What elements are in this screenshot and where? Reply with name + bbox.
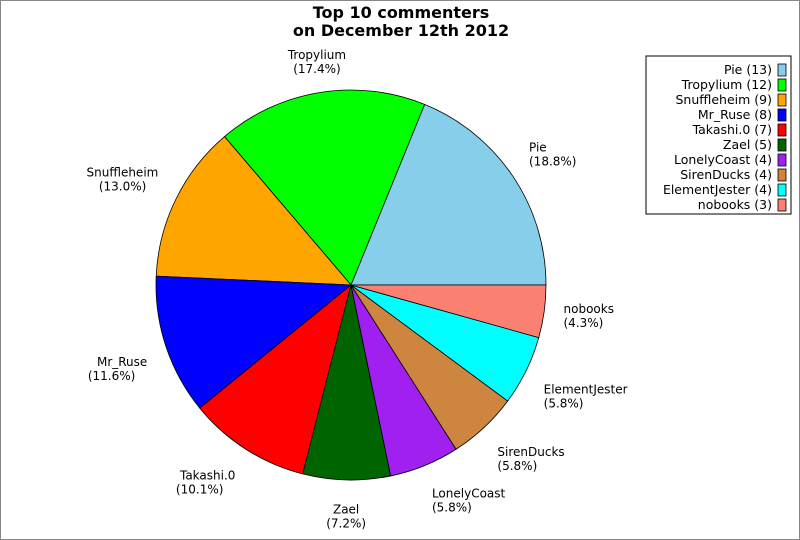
legend-entry-label: Snuffleheim (9) — [676, 92, 773, 107]
slice-label-percent: (5.8%) — [544, 396, 584, 410]
legend-entry-label: Pie (13) — [724, 62, 772, 77]
legend-entry-label: ElementJester (4) — [663, 182, 772, 197]
slice-label-percent: (13.0%) — [99, 180, 146, 194]
slice-label-percent: (10.1%) — [176, 483, 223, 497]
pie-slice-pie — [350, 103, 547, 286]
legend-swatch — [777, 78, 787, 92]
legend-swatch — [777, 108, 787, 122]
slice-label-percent: (17.4%) — [293, 62, 340, 76]
legend-swatch — [777, 183, 787, 197]
legend-entry-label: Mr_Ruse (8) — [698, 107, 772, 122]
legend-swatch — [777, 153, 787, 167]
legend-entry-label: LonelyCoast (4) — [674, 152, 772, 167]
slice-label-name: Pie — [529, 140, 547, 154]
legend-entry-label: Tropylium (12) — [681, 77, 772, 92]
slice-label-percent: (11.6%) — [88, 369, 135, 383]
chart-title-line-2: on December 12th 2012 — [293, 21, 509, 40]
legend-entry-label: nobooks (3) — [698, 197, 772, 212]
legend-swatch — [777, 198, 787, 212]
slice-label-name: LonelyCoast — [432, 487, 506, 501]
pie-slice-snuffleheim — [155, 136, 352, 286]
slice-label-name: Takashi.0 — [179, 469, 235, 483]
legend-entry-label: SirenDucks (4) — [680, 167, 772, 182]
pie-slice-mr-ruse — [155, 275, 353, 409]
chart-title-line-1: Top 10 commenters — [313, 3, 490, 22]
slice-label-percent: (5.8%) — [497, 459, 537, 473]
slice-label-name: Tropylium — [287, 48, 346, 62]
slice-label-percent: (18.8%) — [529, 154, 576, 168]
slice-label-name: Mr_Ruse — [97, 355, 147, 369]
legend-entry-label: Takashi.0 (7) — [692, 122, 772, 137]
legend-swatch — [777, 63, 787, 77]
pie-slice-takashi-0 — [199, 283, 352, 475]
legend-box — [645, 55, 792, 215]
slice-label-name: nobooks — [564, 302, 614, 316]
legend-swatch — [777, 138, 787, 152]
legend: Pie (13)Tropylium (12)Snuffleheim (9)Mr_… — [645, 55, 792, 215]
pie-slice-nobooks — [350, 284, 547, 339]
legend-swatch — [777, 168, 787, 182]
legend-entry-label: Zael (5) — [723, 137, 772, 152]
slice-label-name: Zael — [333, 502, 359, 516]
slice-label-percent: (4.3%) — [564, 316, 604, 330]
slice-label-name: ElementJester — [544, 382, 628, 396]
legend-swatch — [777, 123, 787, 137]
slice-label-name: Snuffleheim — [87, 166, 159, 180]
legend-swatch — [777, 93, 787, 107]
pie-slice-tropylium — [223, 89, 426, 286]
slice-label-name: SirenDucks — [497, 445, 564, 459]
slice-label-percent: (7.2%) — [326, 516, 366, 530]
slice-label-percent: (5.8%) — [432, 501, 472, 515]
